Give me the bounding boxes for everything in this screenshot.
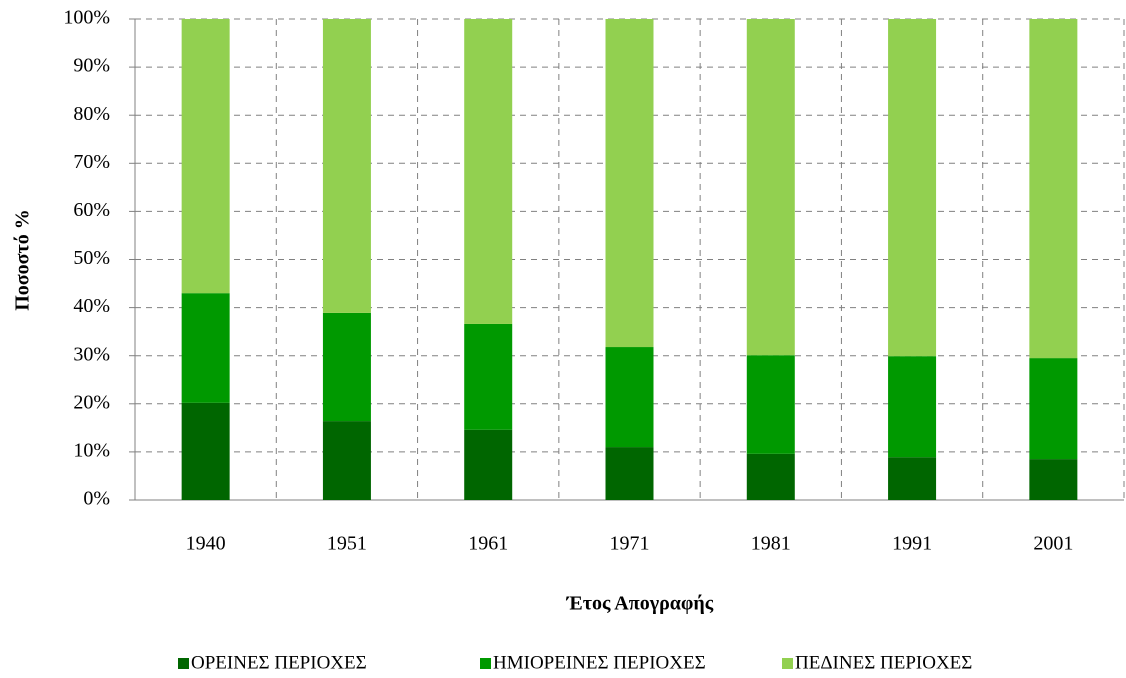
y-tick-label: 70% <box>73 151 110 173</box>
y-tick-label: 30% <box>73 343 110 365</box>
y-tick-label: 60% <box>73 199 110 221</box>
legend-label: ΟΡΕΙΝΕΣ ΠΕΡΙΟΧΕΣ <box>191 652 367 673</box>
bar-segment <box>1029 358 1078 460</box>
bar-segment <box>464 429 513 500</box>
y-tick-label: 0% <box>83 488 110 510</box>
y-tick-label: 100% <box>63 7 110 29</box>
bar-segment <box>181 19 230 294</box>
bar-segment <box>605 347 654 448</box>
y-tick-label: 10% <box>73 439 110 461</box>
bar-segment <box>181 402 230 500</box>
legend-label: ΗΜΙΟΡΕΙΝΕΣ ΠΕΡΙΟΧΕΣ <box>493 652 706 673</box>
bar-segment <box>888 457 937 500</box>
bar-segment <box>605 447 654 500</box>
legend-swatch <box>178 658 189 669</box>
bar-segment <box>746 19 795 356</box>
bar-segment <box>746 453 795 500</box>
bar-segment <box>181 293 230 403</box>
x-tick-label: 2001 <box>1033 533 1073 555</box>
y-tick-label: 90% <box>73 55 110 77</box>
bar-segment <box>888 356 937 458</box>
bar-segment <box>322 312 371 422</box>
bar-segment <box>888 19 937 357</box>
y-tick-label: 80% <box>73 103 110 125</box>
x-tick-label: 1961 <box>468 533 508 555</box>
x-axis-title: Έτος Απογραφής <box>566 593 714 615</box>
x-tick-label: 1971 <box>610 533 650 555</box>
legend-swatch <box>782 658 793 669</box>
y-tick-label: 40% <box>73 295 110 317</box>
y-tick-label: 50% <box>73 247 110 269</box>
bar-segment <box>464 323 513 430</box>
bar-segment <box>746 355 795 454</box>
y-axis-title: Ποσοστό % <box>12 209 34 311</box>
x-tick-label: 1981 <box>751 533 791 555</box>
x-tick-label: 1951 <box>327 533 367 555</box>
bar-segment <box>605 19 654 348</box>
legend-swatch <box>480 658 491 669</box>
x-tick-label: 1940 <box>186 533 226 555</box>
bar-segment <box>1029 459 1078 500</box>
bar-segment <box>464 19 513 324</box>
bar-segment <box>322 19 371 313</box>
legend-label: ΠΕΔΙΝΕΣ ΠΕΡΙΟΧΕΣ <box>795 652 972 673</box>
bar-segment <box>1029 19 1078 359</box>
y-tick-label: 20% <box>73 391 110 413</box>
bar-segment <box>322 421 371 500</box>
x-tick-label: 1991 <box>892 533 932 555</box>
